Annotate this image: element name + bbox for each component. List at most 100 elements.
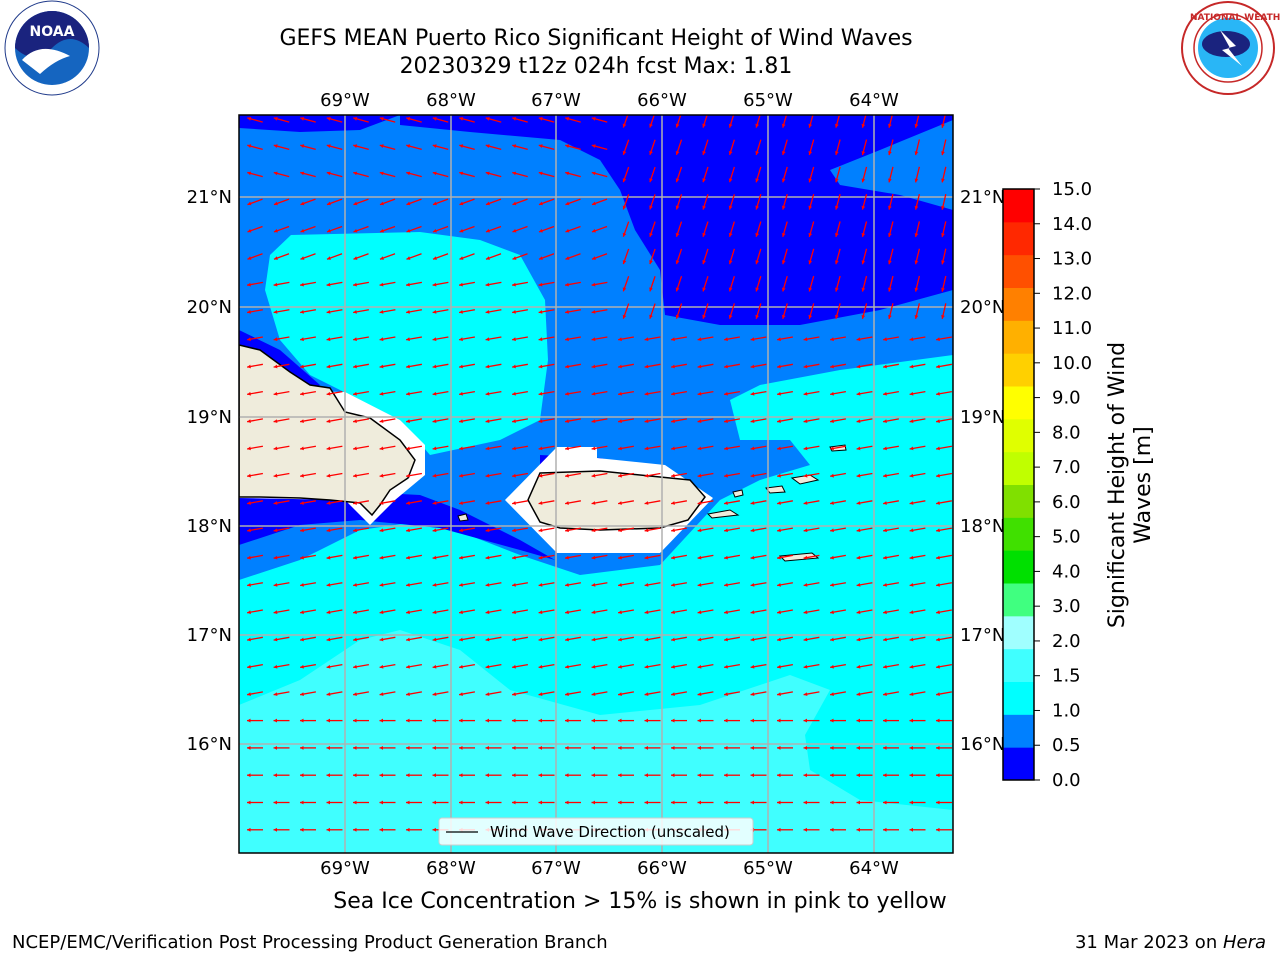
wave-direction-arrowhead: [565, 773, 569, 778]
wave-direction-arrowhead: [803, 664, 808, 669]
wave-direction-arrowhead: [591, 364, 596, 369]
wave-direction-arrowhead: [538, 637, 543, 642]
wave-direction-arrowhead: [432, 337, 437, 342]
wave-direction-arrowhead: [353, 610, 357, 615]
wave-direction-arrowhead: [644, 391, 649, 396]
wave-direction-arrowhead: [936, 827, 940, 832]
wave-direction-arrowhead: [909, 718, 914, 723]
wave-direction-arrowhead: [618, 637, 622, 642]
colorbar-tick-label: 12.0: [1052, 283, 1092, 304]
wave-direction-arrowhead: [379, 582, 384, 587]
wave-direction-arrowhead: [512, 256, 517, 260]
wave-direction-arrowhead: [728, 232, 733, 237]
lon-label-top: 68°W: [426, 90, 476, 111]
lon-label-top: 65°W: [743, 90, 793, 111]
wave-direction-arrowhead: [618, 555, 622, 560]
colorbar-tick-label: 9.0: [1052, 388, 1081, 409]
sea-ice-note: Sea Ice Concentration > 15% is shown in …: [333, 889, 947, 914]
wave-direction-arrowhead: [565, 116, 570, 121]
wave-direction-arrowhead: [300, 309, 304, 314]
wave-direction-arrowhead: [353, 664, 357, 669]
colorbar-swatch: [1003, 221, 1034, 256]
wave-direction-arrowhead: [591, 391, 596, 396]
wave-direction-arrowhead: [622, 314, 627, 319]
wave-direction-arrowhead: [644, 610, 649, 615]
wave-direction-arrowhead: [830, 419, 834, 423]
wave-direction-arrowhead: [591, 144, 596, 148]
wave-direction-arrowhead: [808, 151, 813, 155]
wave-direction-arrowhead: [512, 228, 517, 233]
wave-direction-arrowhead: [406, 637, 410, 642]
wave-direction-arrowhead: [485, 582, 490, 587]
wave-direction-arrowhead: [936, 664, 940, 669]
wave-direction-arrowhead: [538, 116, 543, 121]
wave-direction-arrowhead: [379, 228, 384, 233]
wave-direction-arrowhead: [618, 501, 622, 505]
colorbar: 0.0 0.5 1.0 1.5 2.0 3.0 4.0 5.0 6.0 7.0 8.0 9.0 10.0…: [1002, 179, 1092, 791]
wave-direction-arrowhead: [300, 337, 304, 342]
wave-direction-arrowhead: [671, 364, 675, 369]
wave-direction-arrowhead: [247, 610, 251, 615]
wave-direction-arrowhead: [622, 260, 627, 265]
wave-direction-arrowhead: [459, 144, 464, 148]
wave-direction-arrowhead: [432, 419, 437, 423]
wave-direction-arrowhead: [300, 144, 305, 148]
wave-direction-arrowhead: [883, 528, 887, 533]
wave-direction-arrowhead: [247, 419, 251, 423]
wave-direction-arrowhead: [856, 555, 861, 560]
wave-direction-arrowhead: [273, 391, 278, 396]
wave-direction-arrowhead: [644, 473, 649, 478]
wave-direction-arrowhead: [591, 171, 596, 176]
wave-direction-arrowhead: [353, 528, 357, 533]
wave-direction-arrowhead: [326, 745, 331, 750]
wave-direction-arrowhead: [803, 718, 808, 723]
lon-label-bottom: 64°W: [849, 858, 899, 879]
wave-direction-arrowhead: [406, 364, 410, 369]
wave-direction-arrowhead: [247, 664, 251, 669]
wave-direction-arrowhead: [644, 446, 649, 451]
wave-band-0.0-0.5-channel: [239, 490, 555, 560]
wave-direction-arrowhead: [644, 337, 649, 342]
wave-direction-arrowhead: [618, 718, 622, 723]
wave-direction-arrowhead: [728, 260, 733, 265]
wave-direction-arrowhead: [728, 287, 733, 292]
wave-direction-arrowhead: [300, 773, 304, 778]
wave-direction-arrowhead: [591, 610, 596, 615]
wave-direction-arrowhead: [777, 419, 781, 423]
wave-direction-arrowhead: [697, 610, 702, 615]
wave-direction-arrowhead: [273, 309, 278, 314]
wave-direction-arrowhead: [777, 692, 781, 696]
wave-direction-arrowhead: [485, 364, 490, 369]
wave-direction-arrowhead: [379, 446, 384, 451]
lat-label-left: 19°N: [187, 407, 232, 428]
wave-direction-arrowhead: [512, 773, 516, 778]
wave-direction-arrowhead: [830, 528, 834, 533]
wave-direction-arrowhead: [781, 287, 786, 292]
wave-direction-arrowhead: [353, 228, 358, 233]
wave-direction-arrowhead: [941, 233, 945, 237]
colorbar-swatch: [1003, 747, 1034, 781]
wave-direction-arrowhead: [432, 773, 437, 778]
wave-direction-arrowhead: [936, 773, 940, 778]
wave-direction-arrowhead: [777, 364, 781, 369]
wave-direction-arrowhead: [379, 800, 384, 805]
wave-direction-arrowhead: [675, 123, 680, 128]
wave-direction-arrowhead: [538, 664, 543, 669]
wave-direction-arrowhead: [300, 364, 304, 369]
wave-direction-arrowhead: [565, 446, 569, 451]
wave-direction-arrowhead: [697, 637, 702, 642]
wave-direction-arrowhead: [379, 501, 384, 505]
wave-direction-arrowhead: [888, 151, 892, 156]
wave-direction-arrowhead: [512, 201, 517, 206]
wave-direction-arrowhead: [512, 473, 516, 478]
lon-labels-top: 69°W 68°W 67°W 66°W 65°W 64°W: [320, 90, 899, 111]
wave-direction-arrowhead: [777, 391, 781, 396]
wave-direction-arrowhead: [432, 718, 437, 723]
wave-direction-arrowhead: [675, 150, 680, 155]
map-legend: Wind Wave Direction (unscaled): [438, 817, 754, 846]
wave-direction-arrowhead: [326, 364, 331, 369]
wave-direction-arrowhead: [909, 610, 914, 615]
wave-direction-arrowhead: [406, 309, 410, 314]
wave-direction-arrowhead: [750, 501, 755, 505]
wave-direction-arrowhead: [379, 116, 384, 121]
